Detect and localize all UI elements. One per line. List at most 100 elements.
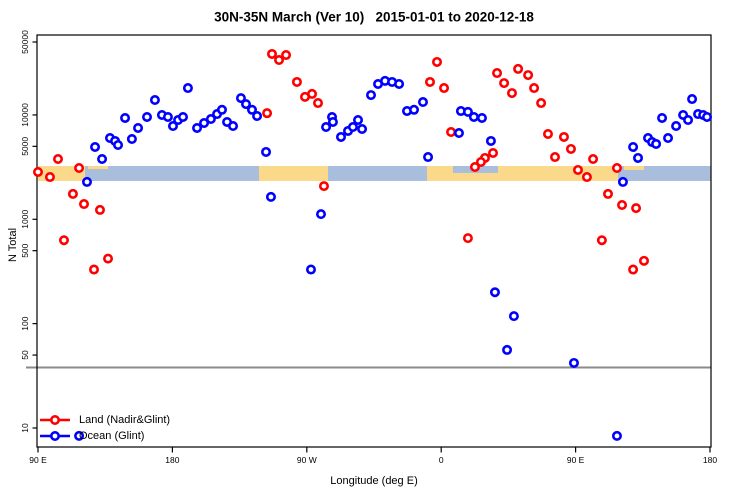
y-tick-label: 5000 (20, 137, 30, 156)
data-point-ocean (423, 152, 434, 163)
data-point-ocean (178, 111, 189, 122)
legend-item-land: Land (Nadir&Glint) (39, 412, 170, 428)
data-point-ocean (182, 83, 193, 94)
data-point-ocean (167, 121, 178, 132)
data-point-land (529, 83, 540, 94)
x-tick-label: 0 (439, 455, 444, 465)
data-point-land (103, 253, 114, 264)
x-tick-label: 180 (165, 455, 179, 465)
data-point-ocean (657, 112, 668, 123)
legend-label-land: Land (Nadir&Glint) (79, 414, 171, 426)
data-point-ocean (235, 93, 246, 104)
legend: Land (Nadir&Glint) Ocean (Glint) (39, 412, 170, 444)
data-point-ocean (366, 90, 377, 101)
data-point-land (638, 255, 649, 266)
data-point-ocean (205, 114, 216, 125)
data-point-land (492, 68, 503, 79)
y-tick-label: 10000 (20, 103, 30, 127)
data-point-ocean (228, 121, 239, 132)
data-point-ocean (611, 430, 622, 441)
data-point-land (581, 172, 592, 183)
data-point-land (446, 127, 457, 138)
data-point-land (558, 131, 569, 142)
plot-frame (36, 34, 712, 448)
data-point-land (488, 147, 499, 158)
data-point-land (291, 76, 302, 87)
data-point-land (89, 264, 100, 275)
data-point-ocean (462, 106, 473, 117)
data-point-ocean (671, 121, 682, 132)
data-point-ocean (216, 104, 227, 115)
data-point-land (58, 235, 69, 246)
data-point-ocean (113, 140, 124, 151)
y-tick-label: 100 (20, 316, 30, 330)
data-point-land (617, 200, 628, 211)
data-point-ocean (126, 134, 137, 145)
y-tick-label: 10 (20, 423, 30, 433)
legend-marker-ocean-icon (40, 430, 70, 442)
data-point-ocean (502, 344, 513, 355)
data-point-ocean (568, 357, 579, 368)
legend-label-ocean: Ocean (Glint) (79, 430, 145, 442)
data-point-ocean (489, 287, 500, 298)
chart-title: 30N-35N March (Ver 10) 2015-01-01 to 202… (214, 9, 534, 25)
data-point-land (536, 98, 547, 109)
y-tick-label: 500 (20, 243, 30, 257)
data-point-ocean (97, 154, 108, 165)
legend-marker-land-icon (40, 414, 70, 426)
data-point-land (631, 203, 642, 214)
data-point-ocean (265, 191, 276, 202)
data-point-land (424, 76, 435, 87)
data-point-land (312, 98, 323, 109)
data-point-land (469, 162, 480, 173)
data-point-land (523, 70, 534, 81)
data-point-land (549, 152, 560, 163)
x-axis-title: Longitude (deg E) (330, 475, 418, 487)
data-point-ocean (651, 138, 662, 149)
data-point-ocean (120, 112, 131, 123)
data-point-ocean (702, 111, 713, 122)
data-point-ocean (149, 95, 160, 106)
data-point-land (603, 188, 614, 199)
data-point-land (44, 172, 55, 183)
data-point-land (274, 55, 285, 66)
data-point-ocean (133, 122, 144, 133)
data-point-ocean (90, 141, 101, 152)
expected-band-segment-ocean (328, 166, 428, 181)
y-tick-label: 50000 (20, 30, 30, 54)
data-point-land (281, 50, 292, 61)
data-point-ocean (508, 311, 519, 322)
data-point-ocean (617, 176, 628, 187)
data-point-land (499, 78, 510, 89)
data-point-land (565, 143, 576, 154)
x-tick-label: 180 (703, 455, 717, 465)
data-point-land (307, 88, 318, 99)
data-point-ocean (357, 124, 368, 135)
legend-item-ocean: Ocean (Glint) (39, 428, 170, 444)
expected-band-segment-ocean (85, 166, 260, 181)
data-point-land (78, 199, 89, 210)
data-point-land (262, 108, 273, 119)
data-point-ocean (199, 118, 210, 129)
data-point-land (439, 83, 450, 94)
data-point-ocean (453, 128, 464, 139)
expected-band-overlay (88, 166, 109, 170)
data-point-ocean (683, 115, 694, 126)
data-point-land (53, 154, 64, 165)
data-point-ocean (476, 112, 487, 123)
data-point-land (572, 164, 583, 175)
data-point-ocean (417, 97, 428, 108)
data-point-ocean (246, 104, 257, 115)
data-point-land (588, 154, 599, 165)
data-point-land (94, 204, 105, 215)
data-point-land (67, 188, 78, 199)
data-point-land (318, 181, 329, 192)
data-point-ocean (347, 122, 358, 133)
data-point-ocean (633, 152, 644, 163)
data-point-ocean (663, 133, 674, 144)
data-point-ocean (241, 99, 252, 110)
data-point-land (475, 156, 486, 167)
data-point-land (542, 128, 553, 139)
